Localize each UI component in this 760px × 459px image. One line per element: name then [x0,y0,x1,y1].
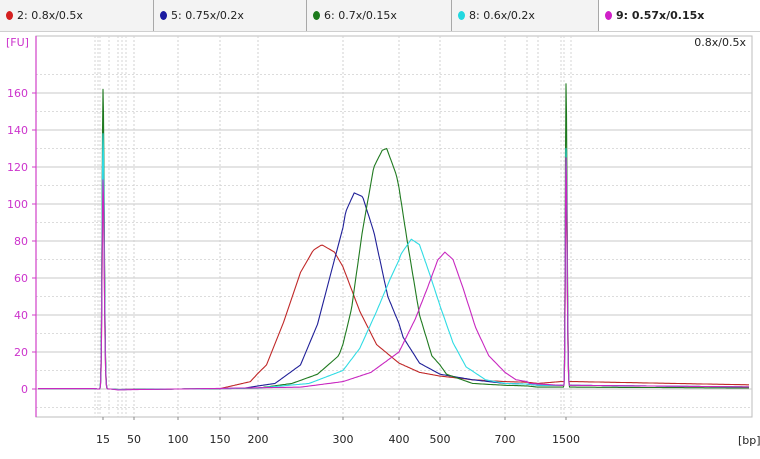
chart-title: 0.8x/0.5x [694,36,746,49]
electropherogram-chart: 0 20 40 60 80 100 120 140 160 15 50 100 150 200 300 400… [6,35,760,447]
series-line [38,181,749,391]
y-tick-label: 100 [7,198,28,211]
legend-bar: 2: 0.8x/0.5x 5: 0.75x/0.2x 6: 0.7x/0.15x 8:… [0,0,760,32]
series-layer [38,83,750,391]
legend-item[interactable]: 5: 0.75x/0.2x [153,0,306,31]
x-tick-label: 100 [168,433,189,446]
axis-layer: 0 20 40 60 80 100 120 140 160 15 50 100 150 200 300 400… [7,36,580,446]
legend-label: 6: 0.7x/0.15x [324,9,397,22]
legend-item[interactable]: 6: 0.7x/0.15x [306,0,451,31]
legend-item[interactable]: 2: 0.8x/0.5x [0,0,153,31]
legend-item[interactable]: 8: 0.6x/0.2x [451,0,598,31]
y-tick-label: 120 [7,161,28,174]
x-tick-label: 300 [333,433,354,446]
x-tick-label: 400 [389,433,410,446]
x-tick-label: 50 [127,433,141,446]
legend-color-dot-icon [458,11,465,20]
y-tick-label: 0 [21,383,28,396]
y-tick-label: 60 [14,272,28,285]
x-tick-label: 500 [430,433,451,446]
y-tick-label: 160 [7,87,28,100]
x-tick-label: 150 [210,433,231,446]
legend-label: 5: 0.75x/0.2x [171,9,244,22]
y-axis-unit-label: [FU] [6,36,29,49]
y-tick-label: 20 [14,346,28,359]
legend-label: 2: 0.8x/0.5x [17,9,83,22]
y-tick-label: 40 [14,309,28,322]
y-tick-label: 140 [7,124,28,137]
y-tick-label: 80 [14,235,28,248]
legend-color-dot-icon [6,11,13,20]
legend-item[interactable]: 9: 0.57x/0.15x [598,0,760,31]
series-line [38,133,749,391]
legend-color-dot-icon [160,11,167,20]
x-tick-label: 200 [248,433,269,446]
x-tick-label: 1500 [552,433,580,446]
x-tick-label: 700 [495,433,516,446]
legend-label: 8: 0.6x/0.2x [469,9,535,22]
legend-label: 9: 0.57x/0.15x [616,9,705,22]
x-tick-label: 15 [96,433,110,446]
legend-color-dot-icon [605,11,612,20]
series-line [38,157,749,391]
grid-layer [35,35,753,418]
x-axis-unit-label: [bp] [738,434,760,447]
legend-color-dot-icon [313,11,320,20]
